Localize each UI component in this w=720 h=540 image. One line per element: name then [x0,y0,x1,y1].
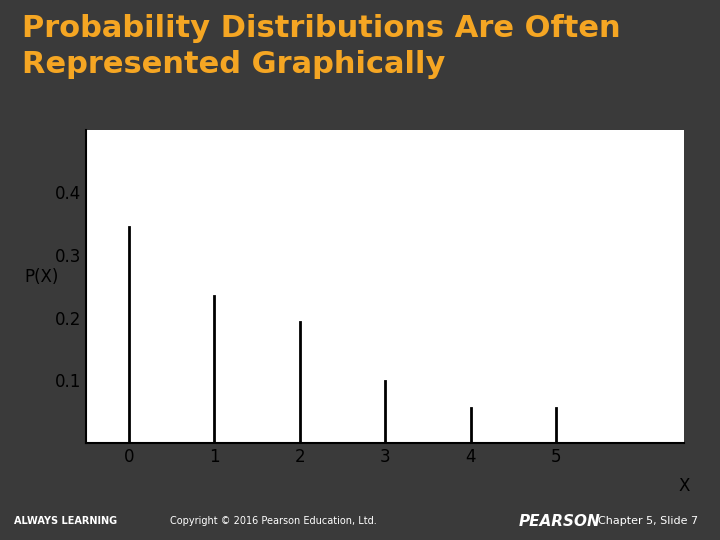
Text: ALWAYS LEARNING: ALWAYS LEARNING [14,516,117,526]
Text: X: X [678,477,690,495]
Text: PEARSON: PEARSON [518,514,600,529]
Y-axis label: P(X): P(X) [24,268,58,286]
Text: Chapter 5, Slide 7: Chapter 5, Slide 7 [598,516,698,526]
Text: Probability Distributions Are Often
Represented Graphically: Probability Distributions Are Often Repr… [22,14,620,79]
Text: Copyright © 2016 Pearson Education, Ltd.: Copyright © 2016 Pearson Education, Ltd. [170,516,377,526]
